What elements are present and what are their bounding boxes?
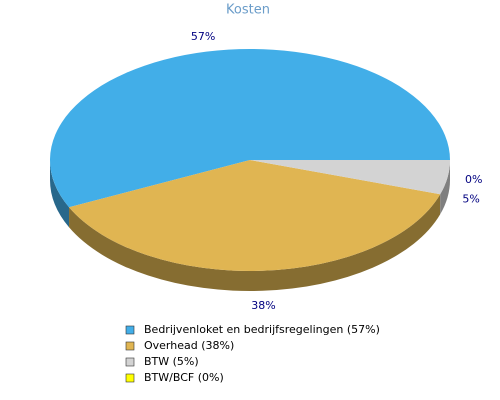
legend-swatch <box>125 357 135 367</box>
value-label: 0% <box>465 173 482 186</box>
slice <box>250 160 450 195</box>
legend-swatch <box>125 341 135 351</box>
legend-swatch <box>125 373 135 383</box>
legend-label: Overhead (38%) <box>144 339 234 352</box>
legend-label: Bedrijvenloket en bedrijfsregelingen (57… <box>144 323 380 336</box>
slice-side <box>50 160 70 228</box>
value-label: 5% <box>462 193 479 206</box>
legend-label: BTW (5%) <box>144 355 199 368</box>
slice-side <box>440 160 450 215</box>
value-label: 57% <box>191 30 215 43</box>
slice <box>69 160 441 272</box>
slice-side <box>69 194 441 291</box>
value-label: 38% <box>251 299 275 312</box>
legend-swatch <box>125 325 135 335</box>
slice <box>50 49 450 208</box>
legend-label: BTW/BCF (0%) <box>144 371 224 384</box>
chart-title: Kosten <box>226 3 270 18</box>
